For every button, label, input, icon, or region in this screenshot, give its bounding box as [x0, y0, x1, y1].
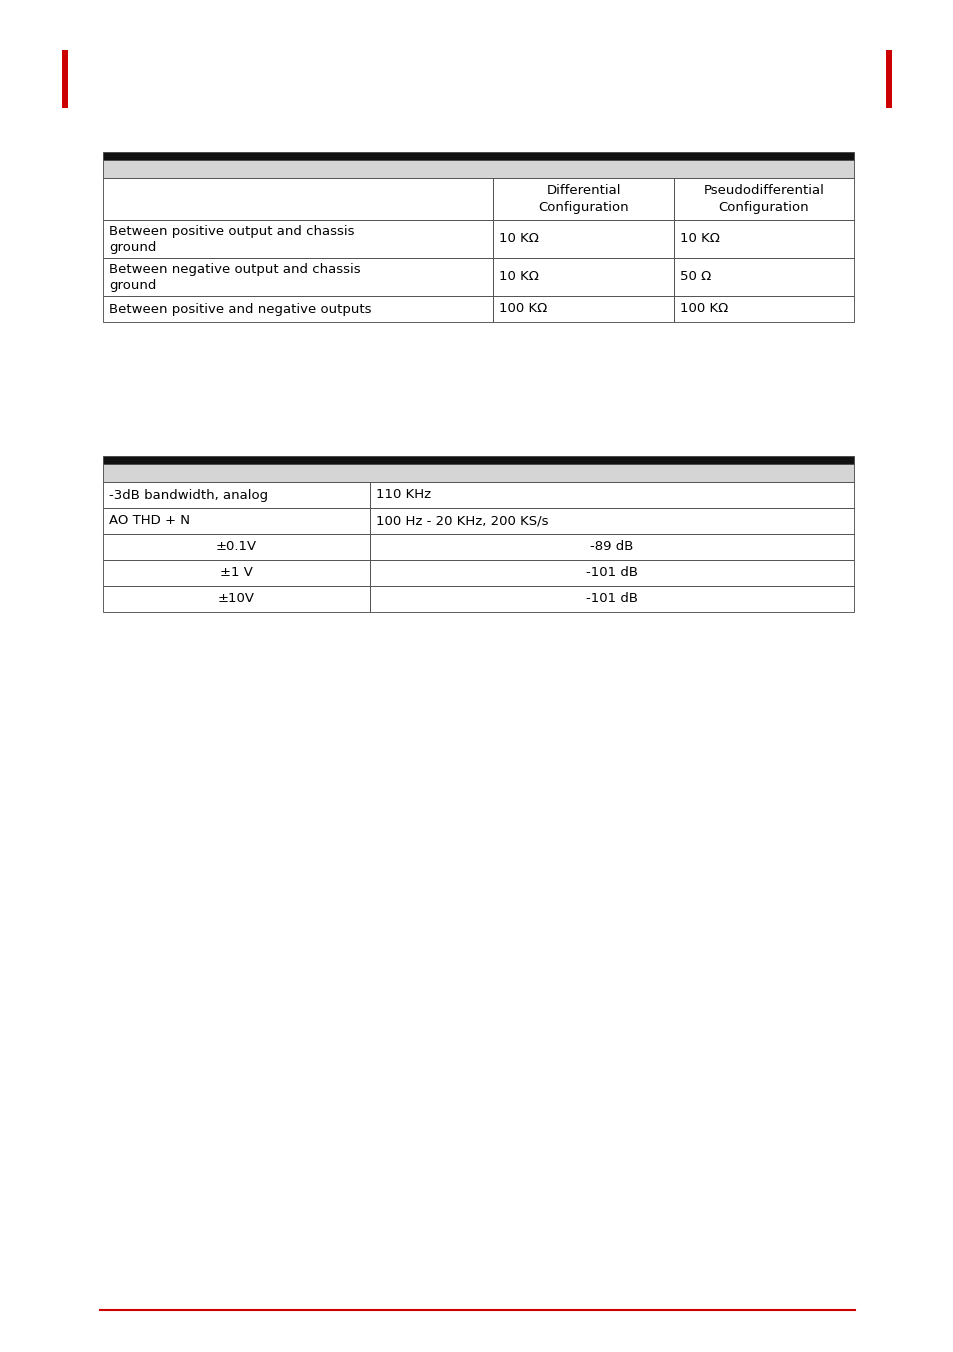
Bar [673, 178, 853, 220]
Bar [673, 296, 853, 322]
Text: 50 Ω: 50 Ω [679, 270, 710, 284]
Text: 10 KΩ: 10 KΩ [499, 270, 538, 284]
Text: -101 dB: -101 dB [585, 592, 637, 606]
Bar [103, 258, 493, 296]
Bar [369, 585, 853, 612]
Bar [103, 296, 493, 322]
Bar [62, 50, 68, 108]
Text: 100 KΩ: 100 KΩ [679, 303, 727, 315]
Bar [885, 50, 891, 108]
Text: 10 KΩ: 10 KΩ [499, 233, 538, 246]
Bar [493, 258, 673, 296]
Bar [103, 220, 493, 258]
Bar [103, 534, 369, 560]
Bar [369, 483, 853, 508]
Text: Between positive and negative outputs: Between positive and negative outputs [109, 303, 371, 315]
Bar [369, 534, 853, 560]
Text: -101 dB: -101 dB [585, 566, 637, 580]
Bar [493, 178, 673, 220]
Text: 10 KΩ: 10 KΩ [679, 233, 719, 246]
Bar [103, 178, 493, 220]
Text: Differential
Configuration: Differential Configuration [537, 184, 628, 214]
Bar [103, 560, 369, 585]
Bar [493, 296, 673, 322]
Text: Pseudodifferential
Configuration: Pseudodifferential Configuration [702, 184, 823, 214]
Text: Between negative output and chassis
ground: Between negative output and chassis grou… [109, 262, 360, 292]
Bar [103, 456, 853, 464]
Text: 100 Hz - 20 KHz, 200 KS/s: 100 Hz - 20 KHz, 200 KS/s [375, 515, 547, 527]
Bar [103, 585, 369, 612]
Bar [369, 560, 853, 585]
Bar [673, 220, 853, 258]
Bar [103, 151, 853, 160]
Text: -3dB bandwidth, analog: -3dB bandwidth, analog [109, 488, 268, 502]
Bar [103, 508, 369, 534]
Text: ±0.1V: ±0.1V [215, 541, 256, 553]
Text: AO THD + N: AO THD + N [109, 515, 190, 527]
Text: ±10V: ±10V [217, 592, 254, 606]
Bar [103, 464, 853, 483]
Bar [103, 483, 369, 508]
Bar [103, 160, 853, 178]
Bar [673, 258, 853, 296]
Bar [369, 508, 853, 534]
Text: 110 KHz: 110 KHz [375, 488, 430, 502]
Text: Between positive output and chassis
ground: Between positive output and chassis grou… [109, 224, 355, 254]
Text: ±1 V: ±1 V [219, 566, 253, 580]
Text: -89 dB: -89 dB [589, 541, 633, 553]
Text: 100 KΩ: 100 KΩ [499, 303, 547, 315]
Bar [493, 220, 673, 258]
